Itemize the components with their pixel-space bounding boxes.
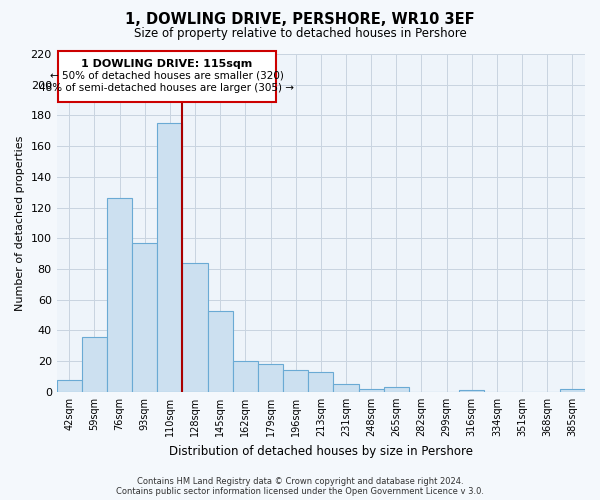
Bar [334, 384, 359, 392]
Bar [82, 336, 107, 392]
Text: 1, DOWLING DRIVE, PERSHORE, WR10 3EF: 1, DOWLING DRIVE, PERSHORE, WR10 3EF [125, 12, 475, 28]
Text: Size of property relative to detached houses in Pershore: Size of property relative to detached ho… [134, 28, 466, 40]
Bar [157, 123, 182, 392]
Bar [560, 389, 585, 392]
Text: ← 50% of detached houses are smaller (320): ← 50% of detached houses are smaller (32… [50, 71, 284, 81]
Bar [308, 372, 334, 392]
Bar [459, 390, 484, 392]
Text: Contains HM Land Registry data © Crown copyright and database right 2024.: Contains HM Land Registry data © Crown c… [137, 477, 463, 486]
Bar [208, 310, 233, 392]
Bar [283, 370, 308, 392]
Bar [56, 380, 82, 392]
Bar [233, 361, 258, 392]
Text: 48% of semi-detached houses are larger (305) →: 48% of semi-detached houses are larger (… [39, 83, 294, 93]
Text: 1 DOWLING DRIVE: 115sqm: 1 DOWLING DRIVE: 115sqm [81, 58, 253, 68]
Bar [258, 364, 283, 392]
Bar [359, 389, 384, 392]
Bar [132, 243, 157, 392]
Bar [384, 388, 409, 392]
Y-axis label: Number of detached properties: Number of detached properties [15, 136, 25, 310]
Bar [107, 198, 132, 392]
X-axis label: Distribution of detached houses by size in Pershore: Distribution of detached houses by size … [169, 444, 473, 458]
Text: Contains public sector information licensed under the Open Government Licence v : Contains public sector information licen… [116, 487, 484, 496]
Bar [182, 263, 208, 392]
FancyBboxPatch shape [58, 51, 275, 102]
